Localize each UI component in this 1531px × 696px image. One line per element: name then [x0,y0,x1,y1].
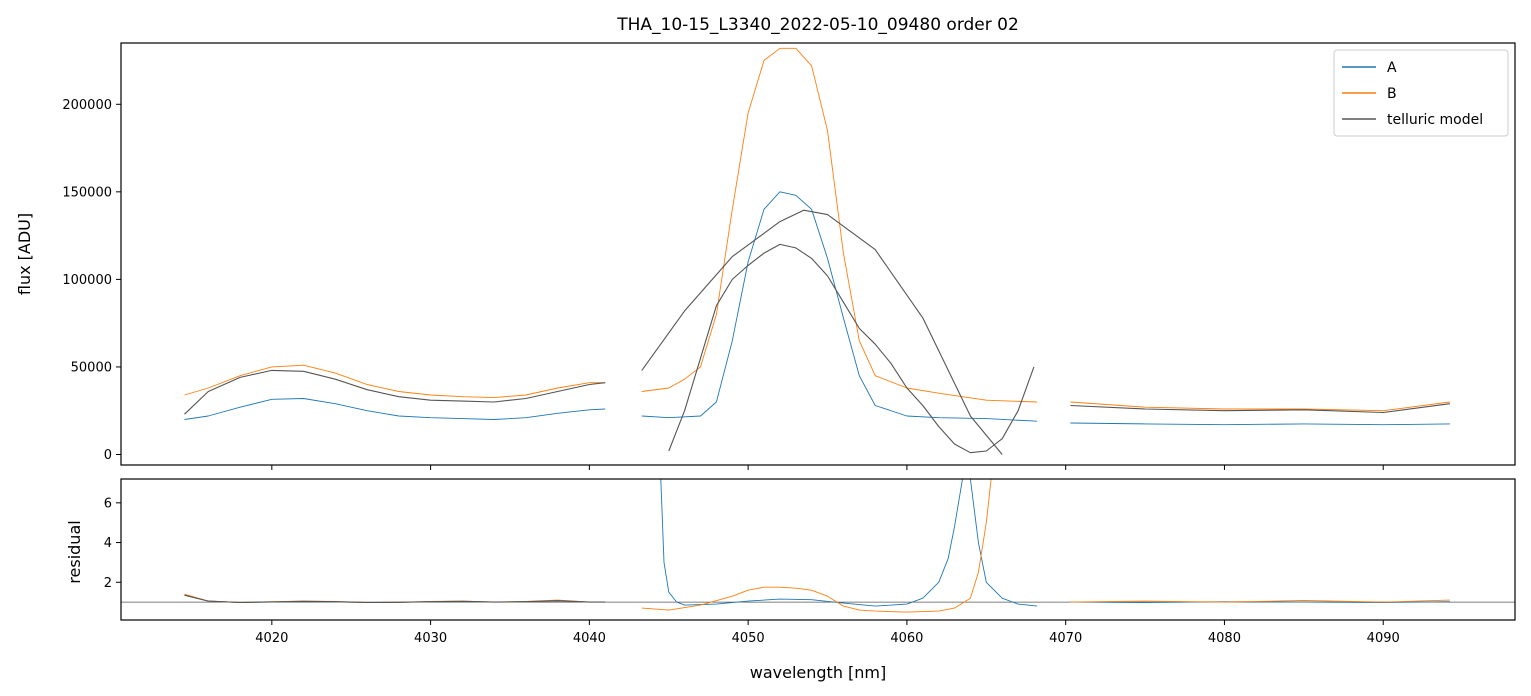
bottom-plot-area [121,479,1515,620]
bottom-panel: 2 4 6 4020 4030 4040 4050 4060 4070 4080 4090 res… [65,478,1516,682]
bottom-y-tick-label: 6 [104,496,112,511]
top-panel: 0 50000 100000 150000 200000 flux [ADU] A B … [15,42,1516,470]
bottom-x-tick-label: 4080 [1208,631,1241,646]
bottom-plot-frame [120,478,1516,621]
chart-title: THA_10-15_L3340_2022-05-10_09480 order 0… [616,15,1019,35]
top-series-b-segment-2 [1070,401,1450,412]
top-y-tick-label: 0 [104,448,112,463]
top-y-tick-label: 50000 [71,360,112,375]
legend: A B telluric model [1333,49,1509,137]
bottom-x-tick-label: 4050 [732,631,765,646]
top-series-telluric-model-segment-1 [641,209,1003,455]
bottom-series-b-segment-1 [641,479,992,613]
bottom-y-tick-label: 4 [104,536,112,551]
legend-label-a: A [1387,60,1397,76]
top-series-a-segment-1 [641,191,1038,422]
top-series-telluric-model-segment-0 [184,369,606,415]
top-series-a-segment-0 [184,398,606,420]
bottom-series-b-segment-2 [1070,599,1450,603]
top-plot-area [121,43,1515,465]
top-series-telluric-model-segment-2 [668,243,1035,454]
bottom-series-telluric-model-segment-0 [184,594,606,604]
legend-label-b: B [1387,86,1397,102]
bottom-x-tick-label: 4070 [1049,631,1082,646]
legend-label-telluric: telluric model [1387,112,1483,128]
top-y-tick-label: 200000 [62,98,112,113]
top-series-a-segment-2 [1070,422,1450,426]
top-y-axis: 0 50000 100000 150000 200000 [62,98,121,463]
bottom-series-a-segment-2 [1070,601,1450,603]
top-series-telluric-model-segment-3 [1070,403,1450,414]
bottom-y-axis: 2 4 6 [104,496,121,591]
bottom-x-axis: 4020 4030 4040 4050 4060 4070 4080 4090 [255,620,1400,646]
bottom-x-tick-label: 4020 [255,631,288,646]
bottom-y-tick-label: 2 [104,576,112,591]
top-y-axis-label: flux [ADU] [15,213,34,295]
bottom-x-tick-label: 4090 [1367,631,1400,646]
bottom-x-tick-label: 4030 [414,631,447,646]
bottom-x-tick-label: 4060 [890,631,923,646]
top-series-group [184,47,1450,455]
top-y-tick-label: 150000 [62,185,112,200]
top-series-b-segment-0 [184,364,606,399]
legend-box [1333,49,1509,137]
bottom-x-tick-label: 4040 [573,631,606,646]
bottom-series-group [184,479,1450,613]
bottom-y-axis-label: residual [65,520,84,583]
top-x-axis [271,465,1384,470]
top-y-tick-label: 100000 [62,273,112,288]
x-axis-label: wavelength [nm] [750,663,887,682]
top-plot-frame [120,42,1516,466]
